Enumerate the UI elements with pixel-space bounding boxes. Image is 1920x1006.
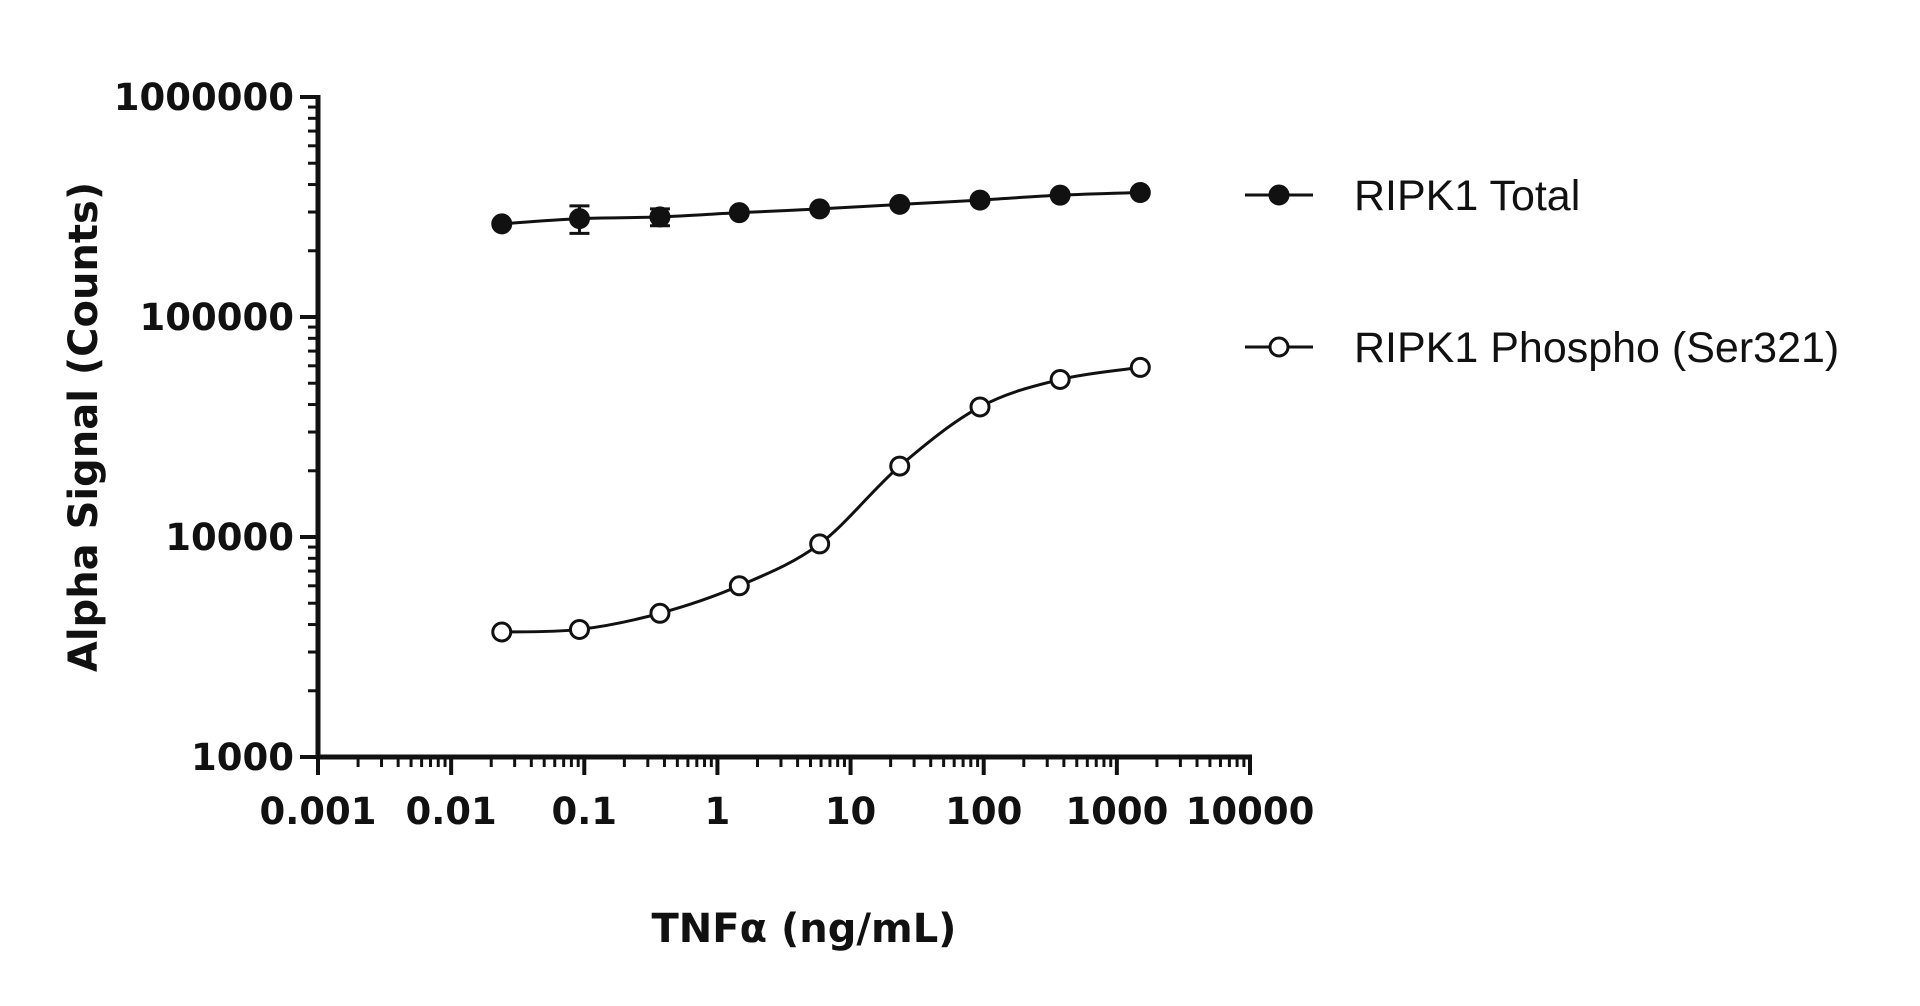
data-point [491, 621, 513, 643]
data-point [649, 206, 671, 228]
data-points [491, 182, 1151, 643]
axes: 0.001 0.01 0.1 1 10 100 1000 10000 1000 10000 1000… [114, 76, 1315, 833]
x-tick-label: 0.01 [405, 790, 496, 833]
data-point [1129, 182, 1151, 204]
y-tick-label: 1000000 [114, 76, 294, 119]
legend-label: RIPK1 Total [1354, 172, 1580, 220]
y-axis-title: Alpha Signal (Counts) [61, 182, 107, 672]
data-point [568, 618, 590, 640]
legend-marker [1268, 336, 1290, 358]
x-tick-label: 1000 [1065, 790, 1168, 833]
x-axis-title: TNFα (ng/mL) [652, 906, 957, 952]
data-point [1049, 368, 1071, 390]
data-point [969, 396, 991, 418]
data-point [1129, 356, 1151, 378]
x-tick-label: 100 [945, 790, 1022, 833]
y-tick-label: 100000 [140, 296, 294, 339]
data-point [491, 213, 513, 235]
data-point [728, 575, 750, 597]
data-point [889, 455, 911, 477]
legend-marker [1268, 184, 1290, 206]
data-point [1049, 184, 1071, 206]
data-point [809, 198, 831, 220]
y-tick-label: 10000 [165, 516, 294, 559]
x-tick-label: 0.001 [259, 790, 376, 833]
data-point [649, 602, 671, 624]
data-point [969, 189, 991, 211]
y-tick-label: 1000 [191, 736, 294, 779]
legend-label: RIPK1 Phospho (Ser321) [1354, 324, 1839, 372]
data-point [728, 202, 750, 224]
x-tick-label: 1 [705, 790, 731, 833]
legend: RIPK1 Total RIPK1 Phospho (Ser321) [1245, 172, 1839, 372]
data-point [889, 193, 911, 215]
x-tick-label: 10000 [1186, 790, 1315, 833]
fit-curve-1 [501, 365, 1141, 634]
data-point [568, 208, 590, 230]
fit-curves [501, 191, 1141, 634]
data-point [809, 533, 831, 555]
x-tick-label: 0.1 [552, 790, 618, 833]
x-tick-label: 10 [825, 790, 877, 833]
